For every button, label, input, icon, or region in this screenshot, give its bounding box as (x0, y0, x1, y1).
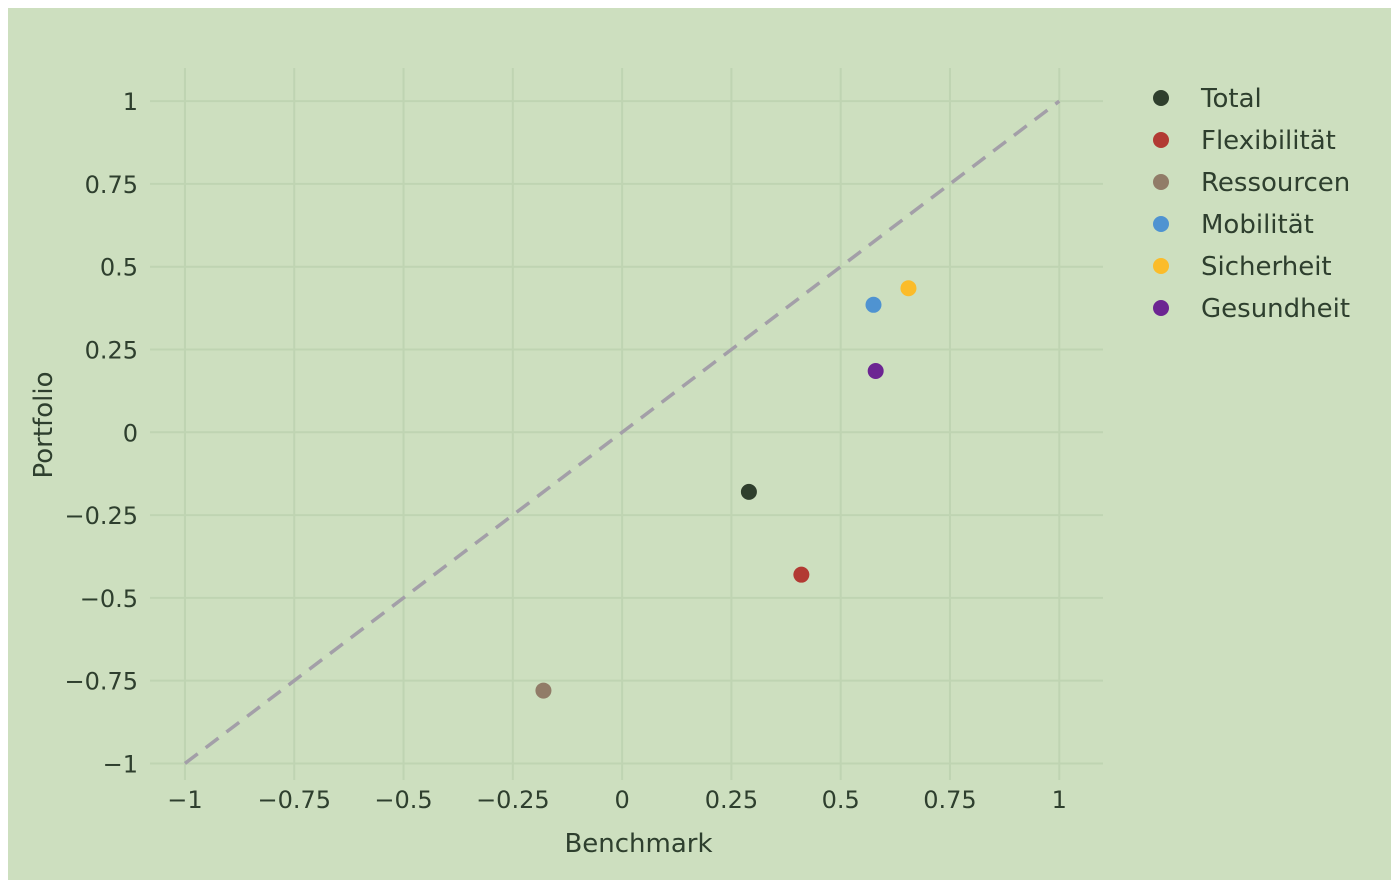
x-tick-label: −0.25 (476, 786, 550, 814)
y-tick-label: −1 (103, 750, 138, 778)
x-tick-label: 0.75 (923, 786, 976, 814)
legend-item-flexibilität[interactable]: Flexibilität (1153, 126, 1336, 156)
legend-marker (1153, 258, 1169, 274)
legend-label: Flexibilität (1201, 126, 1336, 156)
x-tick-label: 0.25 (705, 786, 758, 814)
x-tick-label: 0 (614, 786, 629, 814)
scatter-chart: −1 −0.75 −0.5 −0.25 0 0.25 0.5 0.75 1 −1 −0.75 −0.… (8, 8, 1391, 880)
reference-diagonal-line (183, 99, 1061, 765)
legend-label: Sicherheit (1201, 252, 1332, 282)
legend-marker (1153, 216, 1169, 232)
x-tick-label: 1 (1052, 786, 1067, 814)
x-axis-title: Benchmark (564, 829, 712, 859)
legend-item-total[interactable]: Total (1153, 84, 1262, 114)
legend-item-sicherheit[interactable]: Sicherheit (1153, 252, 1332, 282)
reference-line-layer (183, 99, 1061, 765)
data-points (535, 280, 917, 699)
y-tick-label: 0.25 (85, 336, 138, 364)
legend-marker (1153, 132, 1169, 148)
chart-background (8, 8, 1391, 880)
y-tick-label: 0.75 (85, 171, 138, 199)
x-tick-label: −1 (167, 786, 202, 814)
point-total[interactable] (740, 483, 757, 500)
legend-label: Ressourcen (1201, 168, 1350, 198)
x-tick-label: −0.75 (257, 786, 331, 814)
y-tick-label: 0.5 (100, 254, 138, 282)
legend-item-ressourcen[interactable]: Ressourcen (1153, 168, 1350, 198)
legend[interactable]: Total Flexibilität Ressourcen Mobilität Sich… (1153, 84, 1350, 324)
x-tick-label: −0.5 (374, 786, 432, 814)
legend-label: Gesundheit (1201, 294, 1350, 324)
legend-marker (1153, 300, 1169, 316)
y-tick-label: 1 (123, 88, 138, 116)
legend-label: Total (1200, 84, 1262, 114)
legend-item-mobilität[interactable]: Mobilität (1153, 210, 1314, 240)
point-ressourcen[interactable] (535, 682, 552, 699)
point-flexibilität[interactable] (793, 566, 810, 583)
chart-container: −1 −0.75 −0.5 −0.25 0 0.25 0.5 0.75 1 −1 −0.75 −0.… (8, 8, 1391, 880)
x-tick-label: 0.5 (822, 786, 860, 814)
legend-item-gesundheit[interactable]: Gesundheit (1153, 294, 1350, 324)
point-mobilität[interactable] (865, 296, 882, 313)
y-tick-label: −0.75 (64, 668, 138, 696)
y-axis-title: Portfolio (29, 372, 59, 479)
legend-marker (1153, 174, 1169, 190)
grid-lines (150, 68, 1103, 780)
point-sicherheit[interactable] (900, 280, 917, 297)
legend-marker (1153, 90, 1169, 106)
point-gesundheit[interactable] (867, 363, 884, 380)
x-tick-labels: −1 −0.75 −0.5 −0.25 0 0.25 0.5 0.75 1 (167, 786, 1067, 814)
y-tick-label: −0.25 (64, 502, 138, 530)
y-tick-label: −0.5 (80, 585, 138, 613)
legend-label: Mobilität (1201, 210, 1314, 240)
y-tick-label: 0 (123, 419, 138, 447)
y-tick-labels: −1 −0.75 −0.5 −0.25 0 0.25 0.5 0.75 1 (64, 88, 138, 778)
